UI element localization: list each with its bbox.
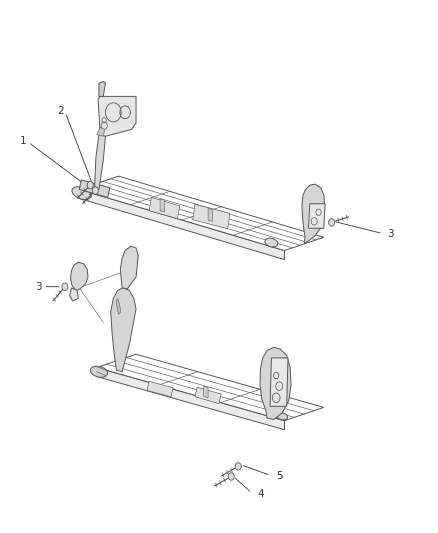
Polygon shape [260, 348, 291, 419]
Polygon shape [97, 368, 285, 430]
Polygon shape [79, 189, 285, 260]
Circle shape [62, 283, 68, 290]
Circle shape [87, 181, 93, 189]
Polygon shape [195, 387, 221, 403]
Polygon shape [97, 354, 324, 421]
Polygon shape [204, 386, 208, 398]
Polygon shape [120, 246, 138, 289]
Polygon shape [97, 127, 105, 136]
Circle shape [92, 187, 99, 194]
Text: 2: 2 [57, 106, 64, 116]
Polygon shape [71, 262, 88, 290]
Circle shape [328, 219, 335, 226]
Polygon shape [147, 381, 173, 397]
Ellipse shape [90, 366, 108, 377]
Polygon shape [98, 96, 136, 136]
Polygon shape [95, 135, 106, 189]
Polygon shape [160, 199, 164, 212]
Circle shape [228, 473, 234, 480]
Ellipse shape [72, 187, 91, 199]
Text: 3: 3 [388, 229, 394, 239]
Ellipse shape [277, 413, 288, 420]
Polygon shape [193, 204, 230, 229]
Circle shape [235, 463, 241, 470]
Polygon shape [79, 180, 110, 197]
Polygon shape [149, 197, 180, 219]
Polygon shape [79, 176, 324, 251]
Polygon shape [99, 82, 106, 96]
Polygon shape [302, 184, 325, 244]
Text: 1: 1 [20, 136, 27, 146]
Polygon shape [308, 204, 325, 228]
Polygon shape [208, 208, 212, 221]
Ellipse shape [265, 238, 278, 247]
Text: 3: 3 [35, 282, 42, 292]
Text: 5: 5 [276, 472, 283, 481]
Polygon shape [270, 358, 288, 406]
Polygon shape [111, 288, 136, 372]
Text: 4: 4 [257, 489, 264, 499]
Polygon shape [117, 298, 121, 314]
Polygon shape [70, 288, 78, 301]
